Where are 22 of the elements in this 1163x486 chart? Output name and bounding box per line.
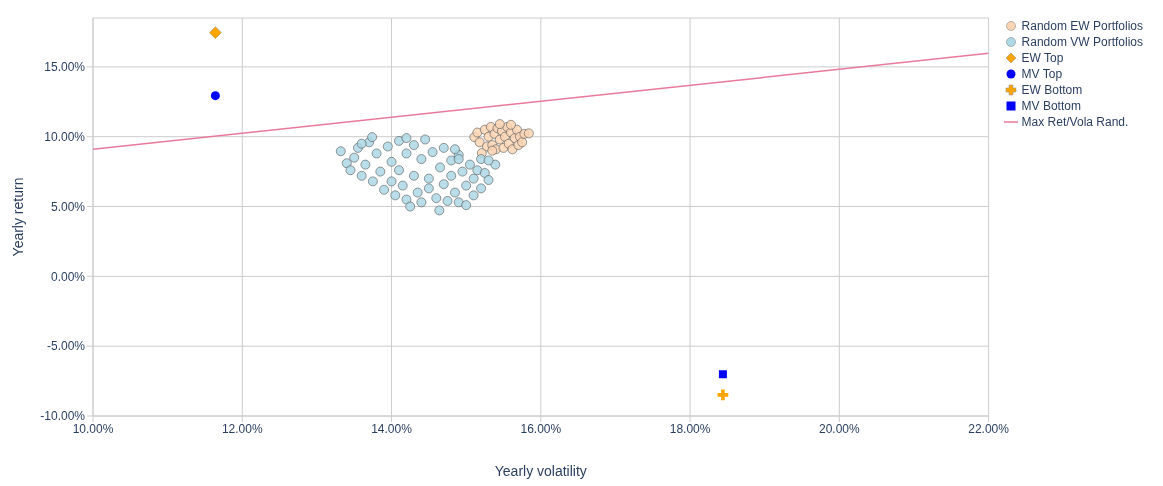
legend-label: EW Bottom: [1021, 82, 1083, 98]
x-tick-label: 12.00%: [221, 421, 263, 436]
x-tick-label: 20.00%: [818, 421, 861, 436]
y-tick-label: -5.00%: [46, 339, 86, 354]
x-tick-label: 14.00%: [371, 421, 413, 436]
y-tick-label: 15.00%: [44, 60, 86, 75]
x-tick-label: 10.00%: [72, 421, 114, 436]
legend-label: EW Top: [1021, 50, 1064, 66]
legend-label: MV Top: [1021, 66, 1063, 82]
legend-label: Random EW Portfolios: [1021, 18, 1143, 34]
legend-label: Random VW Portfolios: [1021, 34, 1143, 50]
x-tick-label: 22.00%: [968, 421, 1010, 436]
y-tick-label: -10.00%: [40, 409, 86, 424]
y-axis-title: Yearly return: [9, 177, 26, 257]
y-tick-label: 10.00%: [44, 129, 86, 144]
x-tick-label: 18.00%: [669, 421, 711, 436]
x-axis-title: Yearly volatility: [494, 462, 587, 479]
y-tick-label: 0.00%: [50, 269, 86, 284]
x-tick-label: 16.00%: [520, 421, 562, 436]
legend-label: MV Bottom: [1021, 98, 1081, 114]
legend-label: Max Ret/Vola Rand.: [1021, 114, 1129, 130]
y-tick-label: 5.00%: [50, 199, 86, 214]
